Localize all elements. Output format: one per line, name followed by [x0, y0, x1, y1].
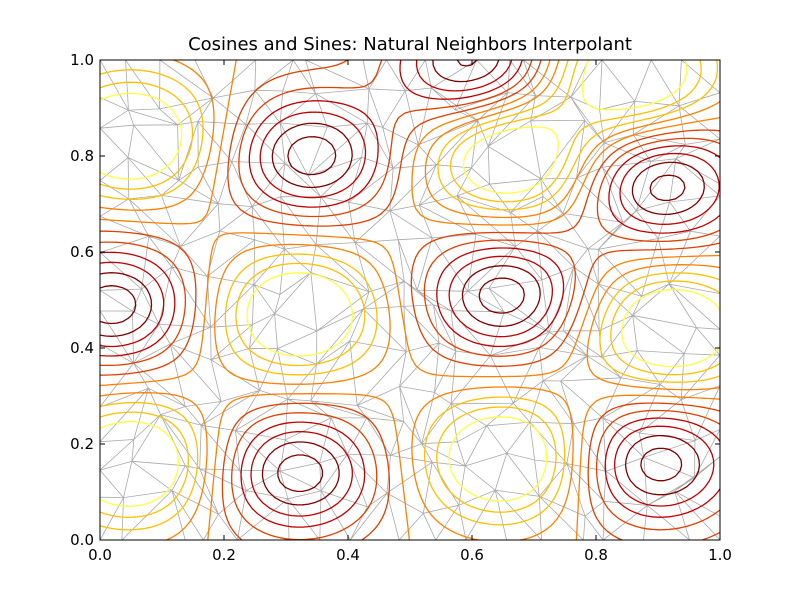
contour-level-1 — [100, 60, 686, 493]
contour-level-3 — [100, 60, 720, 517]
plot-frame — [99, 59, 721, 541]
y-tick-label: 1.0 — [70, 51, 94, 69]
x-tick-labels: 0.0 0.2 0.4 0.6 0.8 1.0 — [88, 546, 732, 564]
y-tick-label: 0.0 — [70, 531, 94, 549]
x-tick-label: 0.4 — [336, 546, 360, 564]
axis-ticks — [99, 59, 721, 541]
y-tick-label: 0.8 — [70, 147, 94, 165]
contour-level-7 — [100, 60, 720, 540]
x-tick-label: 1.0 — [708, 546, 732, 564]
y-tick-label: 0.6 — [70, 243, 94, 261]
contour-level-6 — [100, 60, 720, 540]
x-tick-label: 0.6 — [460, 546, 484, 564]
contour-level-11 — [100, 60, 720, 507]
x-tick-label: 0.8 — [584, 546, 608, 564]
contour-level-9 — [100, 60, 720, 531]
x-tick-label: 0.2 — [212, 546, 236, 564]
y-tick-labels: 0.0 0.2 0.4 0.6 0.8 1.0 — [70, 51, 94, 549]
contour-level-4 — [100, 60, 720, 528]
y-tick-label: 0.2 — [70, 435, 94, 453]
y-tick-label: 0.4 — [70, 339, 94, 357]
contour-lines — [100, 60, 720, 540]
contour-level-2 — [100, 60, 705, 506]
x-tick-label: 0.0 — [88, 546, 112, 564]
contour-level-5 — [100, 60, 720, 540]
chart-title: Cosines and Sines: Natural Neighbors Int… — [188, 34, 632, 55]
contour-level-10 — [100, 60, 720, 519]
